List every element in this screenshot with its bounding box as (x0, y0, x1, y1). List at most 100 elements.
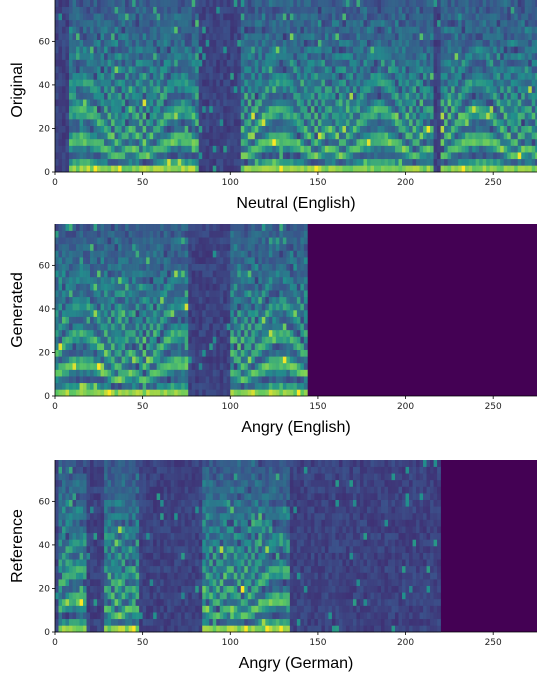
spectrogram-cell (139, 329, 143, 337)
spectrogram-cell (521, 165, 526, 173)
spectrogram-cell (349, 138, 354, 146)
spectrogram-cell (352, 33, 357, 40)
spectrogram-cell (205, 263, 210, 271)
spectrogram-cell (237, 138, 242, 146)
spectrogram-cell (265, 6, 270, 14)
spectrogram-cell (118, 323, 122, 331)
spectrogram-cell (444, 145, 448, 153)
spectrogram-cell (170, 323, 175, 331)
spectrogram-cell (342, 59, 347, 67)
spectrogram-cell (223, 356, 228, 364)
spectrogram-cell (76, 224, 80, 231)
spectrogram-cell (100, 250, 105, 258)
spectrogram-cell (237, 369, 242, 377)
spectrogram-cell (363, 165, 368, 173)
spectrogram-cell (514, 72, 519, 80)
spectrogram-cell (121, 26, 126, 34)
spectrogram-cell (139, 283, 143, 291)
spectrogram-cell (510, 138, 515, 146)
spectrogram-cell (184, 152, 189, 160)
spectrogram-cell (76, 19, 80, 27)
spectrogram-cell (184, 336, 189, 344)
spectrogram-cell (345, 66, 350, 74)
spectrogram-cell (125, 165, 129, 173)
spectrogram-cell (300, 119, 305, 126)
spectrogram-cell (409, 99, 413, 107)
spectrogram-cell (72, 336, 77, 344)
spectrogram-cell (121, 152, 126, 160)
spectrogram-cell (472, 132, 476, 140)
spectrogram-cell (289, 52, 294, 60)
spectrogram-cell (163, 349, 168, 357)
spectrogram-cell (307, 39, 312, 47)
spectrogram-cell (58, 59, 63, 67)
spectrogram-cell (345, 13, 350, 21)
spectrogram-cell (230, 165, 235, 173)
spectrogram-cell (331, 19, 336, 27)
spectrogram-cell (104, 283, 108, 291)
spectrogram-cell (335, 119, 340, 126)
spectrogram-cell (321, 26, 326, 34)
spectrogram-cell (524, 158, 529, 166)
spectrogram-cell (121, 382, 126, 390)
spectrogram-cell (55, 145, 59, 153)
spectrogram-cell (503, 13, 508, 21)
spectrogram-cell (135, 19, 140, 27)
spectrogram-cell (384, 52, 389, 60)
spectrogram-cell (149, 343, 154, 350)
spectrogram-cell (381, 39, 385, 47)
spectrogram-cell (381, 145, 385, 153)
spectrogram-cell (100, 19, 105, 27)
spectrogram-cell (268, 105, 273, 113)
spectrogram-cell (377, 13, 382, 21)
spectrogram-cell (121, 323, 126, 331)
spectrogram-cell (58, 72, 63, 80)
spectrogram-cell (188, 296, 193, 304)
spectrogram-cell (437, 46, 441, 54)
spectrogram-cell (272, 26, 277, 34)
spectrogram-cell (461, 145, 466, 153)
spectrogram-cell (191, 250, 196, 258)
spectrogram-cell (90, 237, 94, 245)
spectrogram-cell (465, 72, 469, 80)
spectrogram-cell (237, 158, 242, 166)
spectrogram-cell (475, 6, 480, 14)
spectrogram-cell (181, 336, 186, 344)
spectrogram-cell (170, 310, 175, 317)
spectrogram-cell (300, 26, 305, 34)
spectrogram-cell (328, 99, 333, 107)
spectrogram-cell (121, 39, 126, 47)
spectrogram-cell (132, 323, 136, 331)
spectrogram-cell (405, 33, 410, 40)
spectrogram-cell (195, 376, 200, 384)
spectrogram-cell (114, 72, 119, 80)
spectrogram-cell (409, 66, 413, 74)
spectrogram-cell (97, 79, 101, 87)
spectrogram-cell (465, 79, 469, 87)
spectrogram-cell (528, 125, 533, 133)
spectrogram-cell (202, 6, 207, 14)
spectrogram-cell (275, 52, 280, 60)
spectrogram-cell (181, 369, 186, 377)
spectrogram-cell (62, 296, 66, 304)
spectrogram-cell (409, 13, 413, 21)
spectrogram-cell (310, 158, 315, 166)
spectrogram-cell (324, 105, 329, 113)
spectrogram-cell (482, 125, 487, 133)
spectrogram-cell (514, 0, 519, 7)
spectrogram-cell (237, 323, 242, 331)
spectrogram-cell (205, 243, 210, 251)
spectrogram-cell (188, 362, 193, 370)
spectrogram-cell (293, 105, 298, 113)
spectrogram-cell (321, 152, 326, 160)
spectrogram-cell (226, 369, 231, 377)
spectrogram-cell (170, 112, 175, 120)
spectrogram-cell (118, 230, 122, 238)
spectrogram-cell (146, 0, 150, 7)
spectrogram-cell (135, 230, 140, 238)
spectrogram-cell (226, 26, 231, 34)
spectrogram-cell (275, 0, 280, 7)
spectrogram-cell (100, 283, 105, 291)
spectrogram-cell (398, 66, 403, 74)
spectrogram-cell (216, 356, 221, 364)
